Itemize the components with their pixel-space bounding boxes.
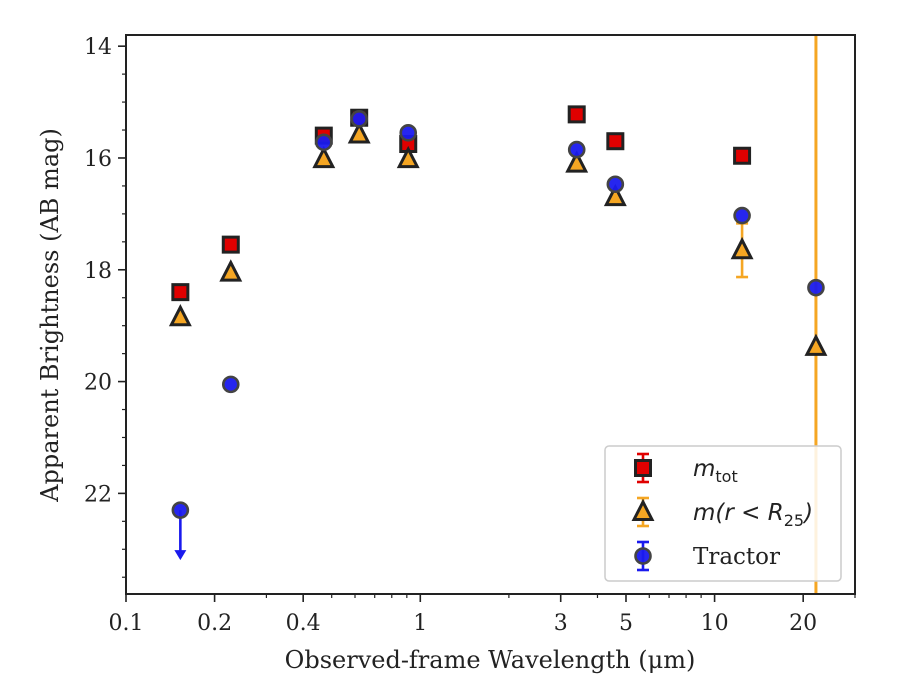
y-tick-label: 18 <box>84 259 112 284</box>
legend-label: Tractor <box>693 544 780 570</box>
data-point <box>171 283 190 302</box>
data-point <box>804 333 828 356</box>
data-point <box>168 304 192 327</box>
data-point <box>807 278 825 297</box>
data-point <box>221 235 240 254</box>
y-tick-label: 20 <box>84 371 112 396</box>
data-point <box>221 375 240 394</box>
y-tick-label: 22 <box>84 482 112 507</box>
legend-marker <box>631 498 655 521</box>
data-point <box>567 105 586 124</box>
x-tick-label: 1 <box>413 611 427 636</box>
x-tick-label: 0.2 <box>197 611 232 636</box>
series-tractor <box>171 110 825 561</box>
legend-marker <box>634 547 652 565</box>
legend-label: mtot <box>693 456 738 486</box>
legend-label: m(r < R25) <box>693 500 813 530</box>
upper-limit-arrowhead <box>174 550 187 561</box>
data-point <box>565 150 589 173</box>
data-point <box>733 146 752 165</box>
data-point <box>606 175 625 194</box>
data-point <box>219 259 243 282</box>
data-point <box>396 145 420 169</box>
x-tick-label: 10 <box>701 611 729 636</box>
data-point <box>603 183 627 207</box>
data-point <box>733 206 751 225</box>
legend-entry-tractor: Tractor <box>634 540 780 572</box>
data-point <box>314 133 333 152</box>
legend-entry-mtot: mtot <box>634 452 738 486</box>
x-tick-label: 0.4 <box>286 611 321 636</box>
x-tick-label: 0.1 <box>109 611 144 636</box>
y-axis-label: Apparent Brightness (AB mag) <box>36 128 64 503</box>
data-point <box>730 236 754 260</box>
legend: mtot m(r < R25) Tractor <box>604 445 842 582</box>
plot-frame <box>125 34 856 595</box>
data-point <box>567 140 586 159</box>
data-layer <box>168 35 828 594</box>
x-axis-label: Observed-frame Wavelength (μm) <box>285 646 696 674</box>
x-tick-label: 3 <box>554 611 568 636</box>
data-point <box>399 124 418 142</box>
legend-marker <box>634 459 652 477</box>
axes-layer: 0.1 0.2 0.4 1 3 5 10 20 14 16 18 20 22 <box>84 35 856 636</box>
x-tick-label: 5 <box>619 611 633 636</box>
data-point <box>171 501 190 519</box>
y-tick-label: 14 <box>84 35 112 60</box>
data-point <box>347 121 371 144</box>
data-point <box>350 110 368 128</box>
data-point <box>606 132 625 151</box>
legend-entry-m-r25: m(r < R25) <box>631 496 813 530</box>
legend-box <box>604 445 842 582</box>
data-point <box>312 145 336 169</box>
y-tick-label: 16 <box>84 147 112 172</box>
series-mtot <box>171 105 752 302</box>
x-tick-label: 20 <box>789 611 817 636</box>
